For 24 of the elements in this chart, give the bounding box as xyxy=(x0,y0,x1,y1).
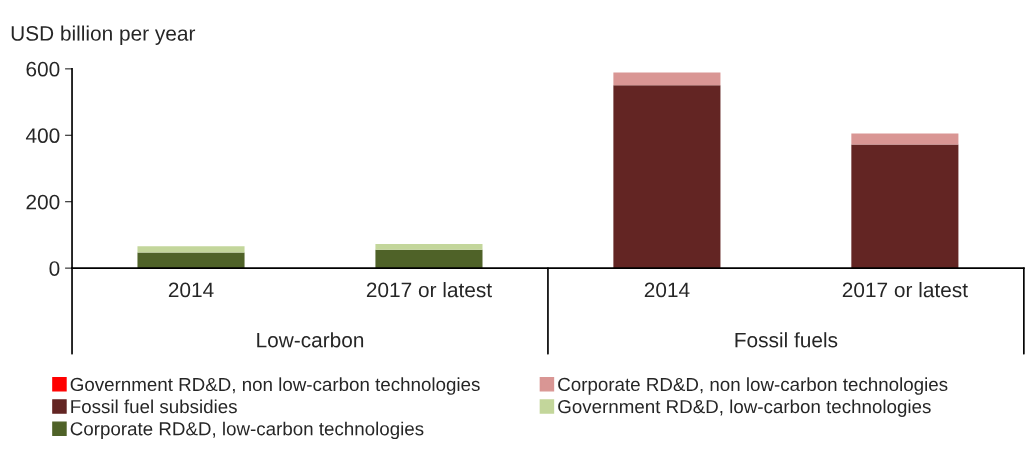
legend-label: Fossil fuel subsidies xyxy=(71,399,237,414)
y-tick-label: 200 xyxy=(26,194,60,210)
y-tick-label: 400 xyxy=(25,128,60,144)
x-tick-label: 2017 or latest xyxy=(842,282,968,298)
bar xyxy=(137,246,245,253)
text: Low-carbon xyxy=(257,332,364,348)
bar xyxy=(613,85,721,269)
bar xyxy=(851,144,959,269)
x-tick-label: 2014 xyxy=(644,282,690,298)
x-tick-label: 2014 xyxy=(168,282,214,298)
bar xyxy=(613,72,721,86)
bar xyxy=(851,133,959,145)
legend-label: Government RD&D, non low-carbon technologies xyxy=(70,377,480,395)
y-tick-label: 600 xyxy=(26,61,60,77)
legend-label: Corporate RD&D, low-carbon technologies xyxy=(70,421,424,440)
bar xyxy=(375,243,483,250)
y-axis-title: USD billion per year xyxy=(11,25,196,45)
bar xyxy=(375,249,483,269)
y-tick-label: 0 xyxy=(49,261,60,276)
legend-label: Corporate RD&D, non low-carbon technologies xyxy=(558,377,948,395)
text: Fossil fuels xyxy=(735,332,838,348)
x-tick-label: 2017 or latest xyxy=(366,282,492,298)
bar xyxy=(137,252,245,269)
legend-label: Government RD&D, low-carbon technologies xyxy=(558,399,931,417)
